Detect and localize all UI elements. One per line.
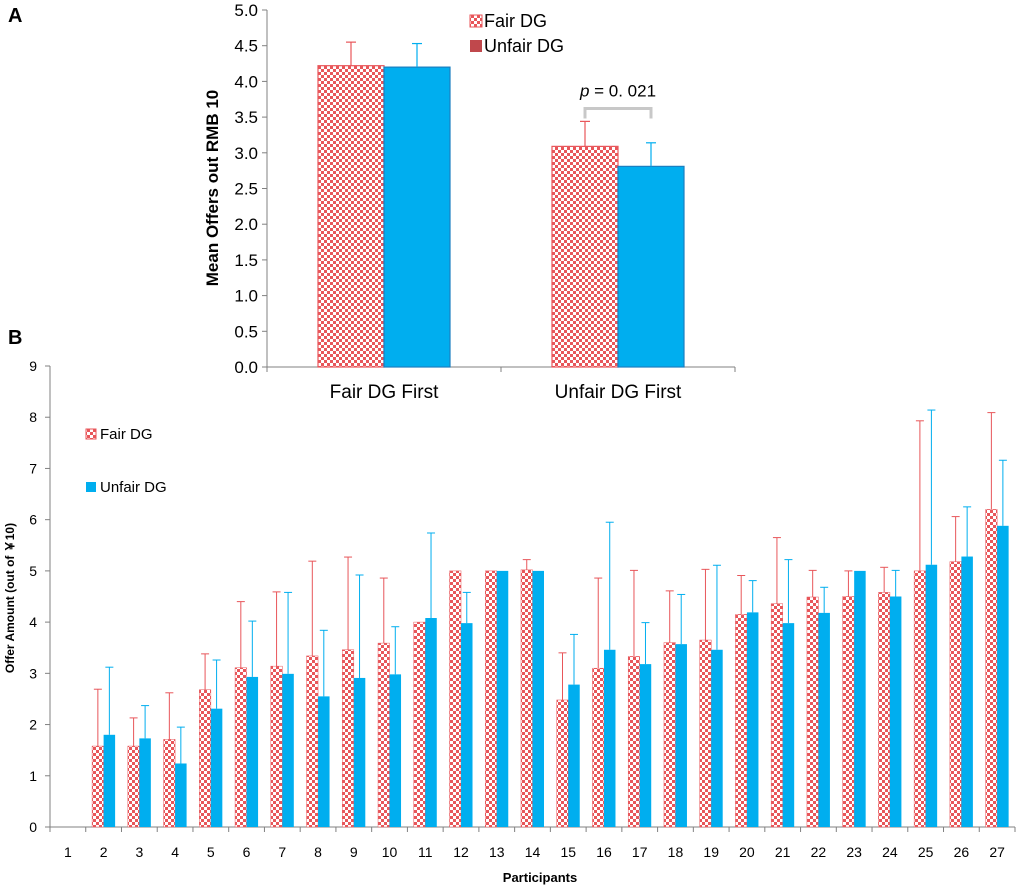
chart-a-bar-unfair: [383, 66, 451, 368]
chart-a-y-tick-label: 2.5: [234, 180, 258, 199]
chart-a-y-tick-label: 0.0: [234, 358, 258, 377]
chart-a-y-tick-label: 0.5: [234, 322, 258, 341]
chart-a-y-tick-label: 4.5: [234, 37, 258, 56]
chart-a-y-tick-label: 5.0: [234, 1, 258, 20]
chart-a-legend-label-unfair: Unfair DG: [484, 36, 564, 56]
chart-a-bar-fair: [551, 145, 619, 368]
chart-a-x-tick-label: Fair DG First: [330, 382, 439, 403]
chart-a-significance-bracket: [583, 107, 653, 119]
chart-a-legend-swatch-unfair: [470, 40, 482, 52]
chart-a-bar-fair: [317, 65, 385, 368]
chart-a-p-value-annotation: p = 0. 021: [579, 82, 656, 101]
panel-label-b: B: [8, 327, 23, 349]
chart-a-y-tick-label: 2.0: [234, 215, 258, 234]
chart-a-y-axis-label: Mean Offers out RMB 10: [203, 90, 222, 286]
chart-a-x-tick-label: Unfair DG First: [555, 382, 682, 403]
chart-a-y-tick-label: 4.0: [234, 72, 258, 91]
chart-a-legend-swatch-fair: [469, 14, 483, 28]
chart-a-legend-label-fair: Fair DG: [484, 11, 547, 31]
panel-label-a: A: [8, 5, 23, 27]
chart-a-y-tick-label: 1.0: [234, 287, 258, 306]
chart-a-y-tick-label: 3.5: [234, 108, 258, 127]
chart-a-y-tick-label: 3.0: [234, 144, 258, 163]
chart-a-y-tick-label: 1.5: [234, 251, 258, 270]
chart-a-bar-unfair: [617, 165, 685, 368]
